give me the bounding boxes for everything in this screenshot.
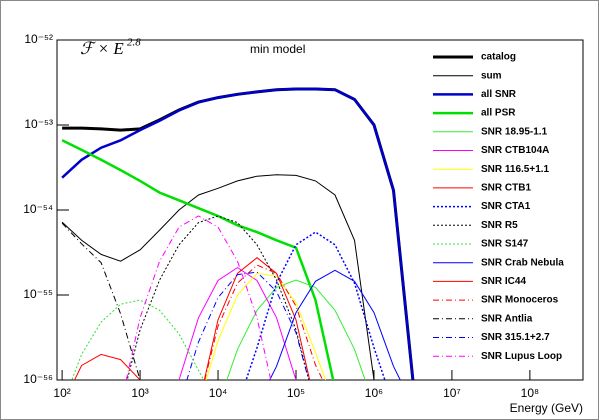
series-line bbox=[61, 139, 335, 380]
y-tick-label: 10⁻⁵⁶ bbox=[23, 372, 53, 386]
y-tick-label: 10⁻⁵⁴ bbox=[23, 202, 53, 216]
legend-label: all PSR bbox=[481, 108, 516, 119]
x-tick-label: 10⁵ bbox=[287, 386, 305, 400]
legend-label: SNR 315.1+2.7 bbox=[481, 332, 550, 343]
legend-label: SNR Crab Nebula bbox=[481, 257, 564, 268]
legend-label: SNR Monoceros bbox=[481, 295, 559, 306]
y-tick-label: 10⁻⁵² bbox=[24, 32, 53, 46]
series-line bbox=[73, 353, 141, 380]
y-tick-label: 10⁻⁵³ bbox=[24, 117, 53, 131]
series-line bbox=[126, 215, 310, 380]
series-line bbox=[205, 272, 327, 380]
series-line bbox=[61, 87, 415, 380]
formula: ℱ × E bbox=[80, 39, 124, 58]
legend-label: sum bbox=[481, 70, 502, 81]
legend-label: catalog bbox=[481, 52, 516, 63]
plot-lines bbox=[61, 87, 415, 380]
series-line bbox=[226, 279, 366, 380]
y-tick-label: 10⁻⁵⁵ bbox=[23, 287, 53, 301]
legend-label: SNR CTA1 bbox=[481, 201, 531, 212]
legend-label: SNR IC44 bbox=[481, 276, 526, 287]
x-tick-label: 10⁴ bbox=[209, 386, 228, 400]
series-line bbox=[178, 267, 297, 380]
series-line bbox=[269, 269, 401, 380]
x-tick-label: 10⁸ bbox=[521, 386, 539, 400]
series-line bbox=[186, 271, 310, 380]
formula-exponent: 2.8 bbox=[127, 37, 141, 49]
legend-label: SNR Antlia bbox=[481, 313, 533, 324]
legend-label: SNR CTB1 bbox=[481, 183, 531, 194]
x-tick-label: 10² bbox=[53, 386, 70, 400]
legend-label: SNR 116.5+1.1 bbox=[481, 164, 550, 175]
legend-label: SNR 18.95-1.1 bbox=[481, 126, 548, 137]
legend-label: SNR Lupus Loop bbox=[481, 351, 562, 362]
series-line bbox=[61, 222, 141, 380]
series-line bbox=[125, 215, 272, 380]
legend-label: SNR S147 bbox=[481, 239, 529, 250]
x-tick-label: 10⁶ bbox=[365, 386, 383, 400]
series-line bbox=[61, 174, 375, 380]
legend-label: SNR R5 bbox=[481, 220, 518, 231]
x-tick-label: 10³ bbox=[131, 386, 148, 400]
series-line bbox=[203, 257, 311, 380]
subtitle: min model bbox=[250, 42, 305, 56]
legend-label: SNR CTB104A bbox=[481, 145, 549, 156]
legend-label: all SNR bbox=[481, 89, 517, 100]
x-axis-label: Energy (GeV) bbox=[510, 401, 583, 415]
x-tick-label: 10⁷ bbox=[443, 386, 461, 400]
